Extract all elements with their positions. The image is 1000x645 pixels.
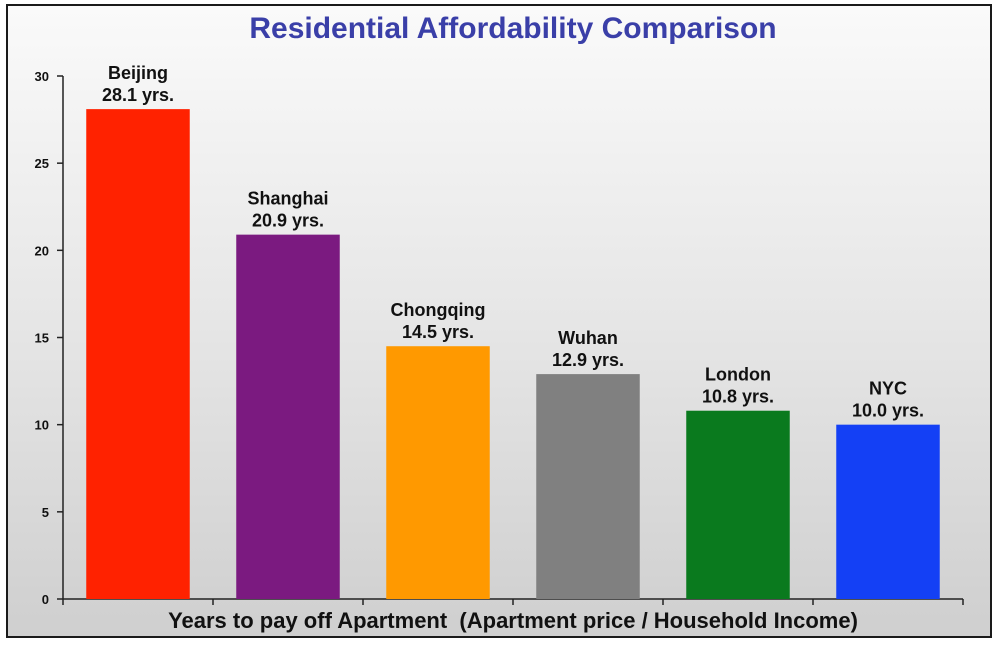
x-axis [62, 598, 964, 605]
y-tick-label: 10 [35, 418, 49, 433]
bar-category-label: Beijing [108, 63, 168, 83]
bar-chart: Residential Affordability Comparison 0 5 1… [35, 12, 964, 633]
bar-value-label: 10.8 yrs. [702, 387, 774, 407]
y-tick-label: 0 [42, 592, 49, 607]
y-tick-label: 25 [35, 156, 49, 171]
bar-chongqing [386, 346, 490, 599]
bar-london [686, 410, 790, 599]
bar-wuhan [536, 374, 640, 599]
bars [86, 109, 940, 600]
y-tick-label: 30 [35, 69, 49, 84]
bar-category-label: Chongqing [391, 300, 486, 320]
chart-title: Residential Affordability Comparison [249, 12, 776, 45]
bar-category-label: London [705, 365, 771, 385]
bar-value-label: 14.5 yrs. [402, 322, 474, 342]
bar-category-label: Wuhan [558, 328, 618, 348]
bar-value-label: 12.9 yrs. [552, 350, 624, 370]
bar-nyc [836, 424, 940, 599]
y-tick-label: 15 [35, 331, 49, 346]
bar-category-label: NYC [869, 379, 907, 399]
bar-beijing [86, 109, 190, 599]
y-tick-label: 5 [42, 505, 49, 520]
bar-value-label: 28.1 yrs. [102, 85, 174, 105]
bar-category-label: Shanghai [247, 189, 328, 209]
y-axis: 0 5 10 15 20 25 30 [35, 69, 64, 607]
y-tick-label: 20 [35, 243, 49, 258]
bar-value-label: 10.0 yrs. [852, 401, 924, 421]
bar-shanghai [236, 234, 340, 600]
chart-frame: Residential Affordability Comparison 0 5 1… [6, 4, 992, 638]
x-axis-caption: Years to pay off Apartment (Apartment pr… [168, 608, 858, 633]
bar-value-label: 20.9 yrs. [252, 211, 324, 231]
